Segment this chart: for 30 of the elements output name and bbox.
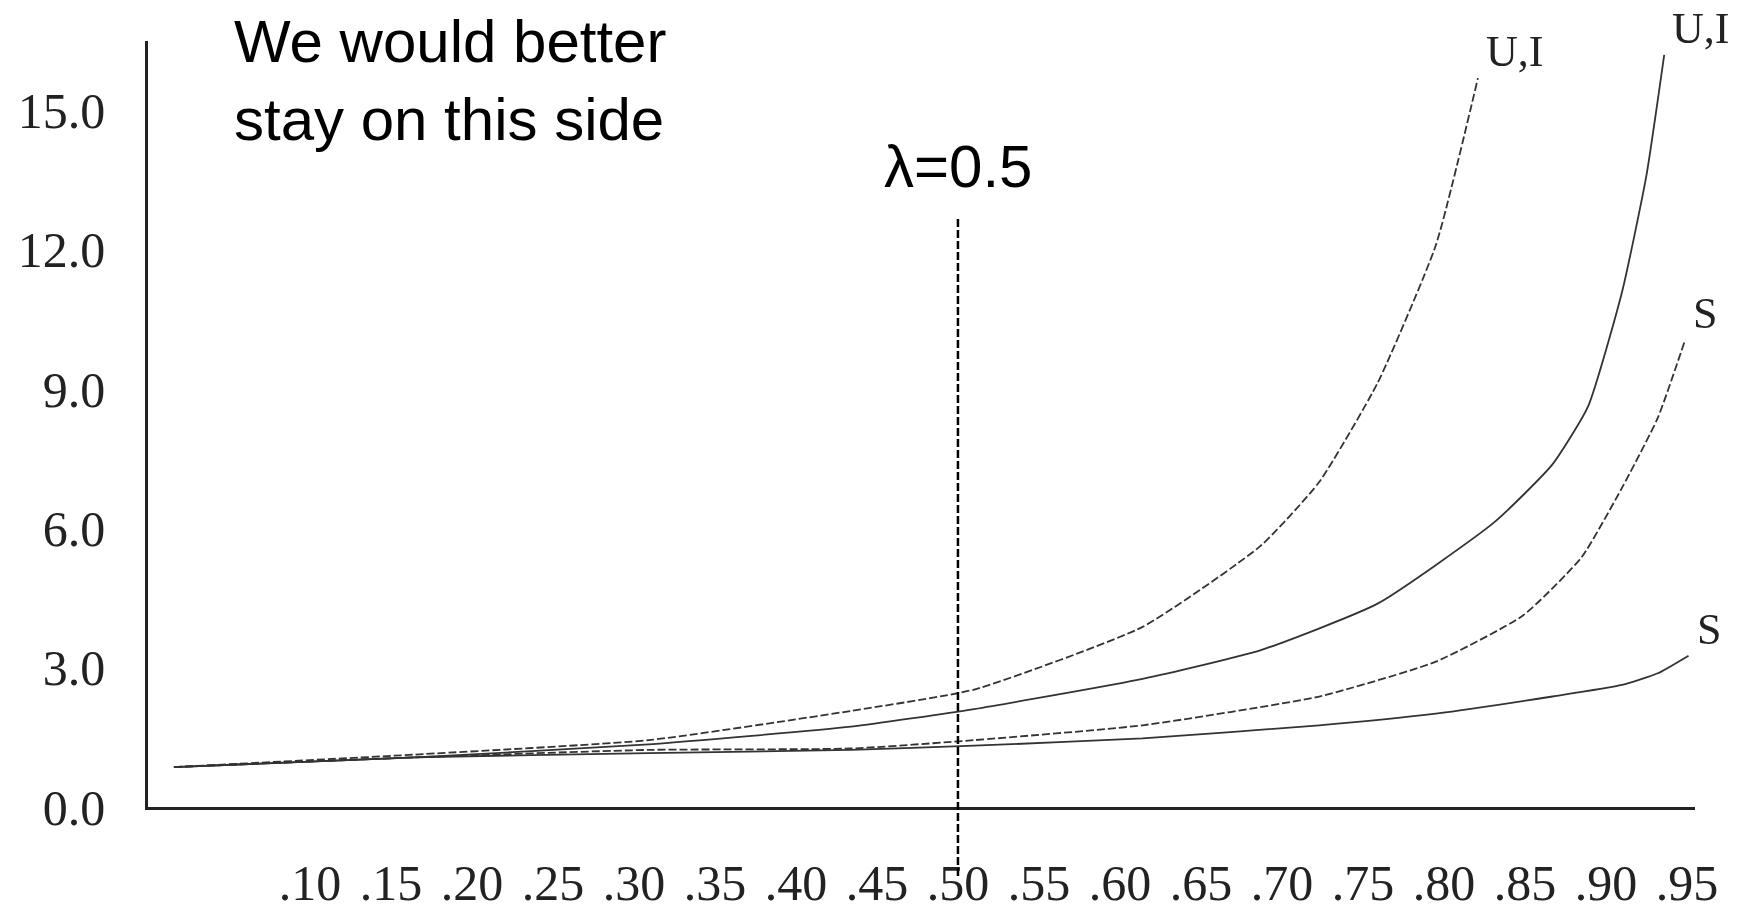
x-tick-label: .95 (1655, 854, 1719, 911)
y-tick-label: 3.0 (42, 640, 106, 697)
x-tick-label: .80 (1412, 854, 1476, 911)
y-tick-label: 0.0 (42, 779, 106, 836)
annotation: We would better stay on this side (234, 8, 667, 153)
x-tick-label: .40 (764, 854, 828, 911)
series-label: S (1693, 289, 1718, 338)
y-tick-label: 15.0 (17, 83, 106, 140)
x-tick-label: .85 (1493, 854, 1557, 911)
x-tick-label: .50 (926, 854, 990, 911)
x-tick-label: .70 (1250, 854, 1314, 911)
series-label: U,I (1486, 27, 1544, 76)
x-tick-label: .55 (1007, 854, 1071, 911)
series-label: U,I (1672, 4, 1730, 53)
x-tick-label: .25 (521, 854, 585, 911)
x-tick-label: .75 (1331, 854, 1395, 911)
ref-line-label: λ=0.5 (884, 133, 1033, 200)
y-tick-label: 9.0 (42, 361, 106, 418)
x-tick-label: .15 (359, 854, 423, 911)
x-tick-label: .30 (602, 854, 666, 911)
x-tick-label: .10 (278, 854, 342, 911)
x-tick-label: .20 (440, 854, 504, 911)
x-tick-label: .45 (845, 854, 909, 911)
y-tick-label: 6.0 (42, 500, 106, 557)
x-tick-label: .90 (1574, 854, 1638, 911)
x-tick-label: .35 (683, 854, 747, 911)
y-tick-label: 12.0 (17, 222, 106, 279)
x-tick-label: .65 (1169, 854, 1233, 911)
x-tick-label: .60 (1088, 854, 1152, 911)
series-label: S (1697, 605, 1722, 654)
